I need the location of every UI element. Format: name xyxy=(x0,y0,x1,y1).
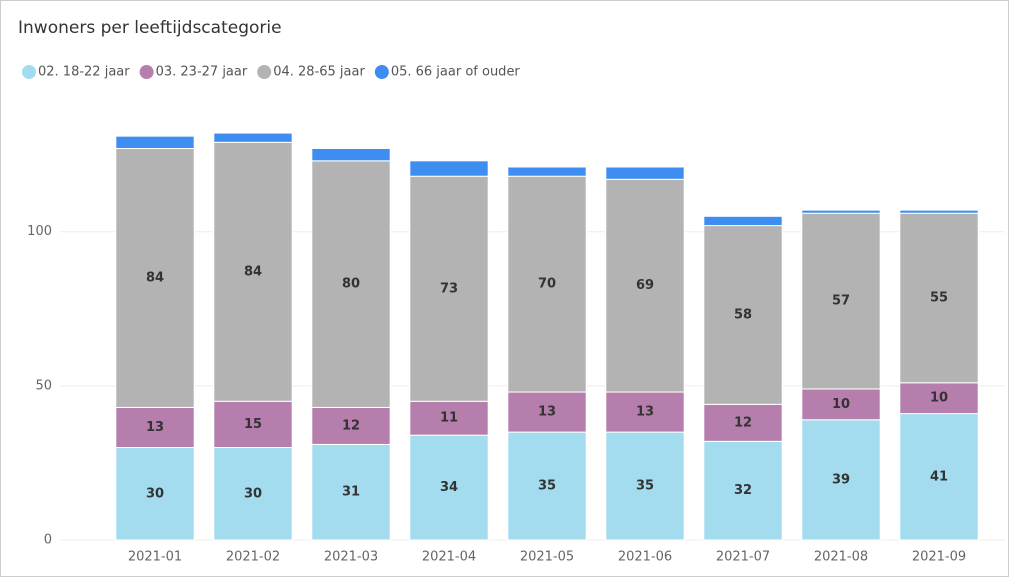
bar-segment xyxy=(115,135,195,149)
bar-segment xyxy=(507,175,587,393)
bar-segment xyxy=(703,225,783,405)
bar-segment xyxy=(409,434,489,541)
x-tick-label: 2021-07 xyxy=(716,550,770,565)
value-label: 84 xyxy=(146,270,164,285)
x-tick-label: 2021-08 xyxy=(814,550,868,565)
value-label: 13 xyxy=(636,405,654,420)
chart-title: Inwoners per leeftijdscategorie xyxy=(18,18,282,38)
bar-segment xyxy=(899,212,979,384)
x-tick-label: 2021-03 xyxy=(324,550,378,565)
value-label: 39 xyxy=(832,472,850,487)
bar-segment xyxy=(115,406,195,449)
value-label: 11 xyxy=(440,411,458,426)
bar-segment xyxy=(899,209,979,214)
legend-marker xyxy=(257,65,272,79)
value-label: 73 xyxy=(440,281,458,296)
bar-segment xyxy=(605,391,685,433)
value-label: 80 xyxy=(342,277,360,292)
y-tick-label: 100 xyxy=(27,224,52,239)
bar-segment xyxy=(311,443,391,541)
x-tick-label: 2021-02 xyxy=(226,550,280,565)
value-label: 57 xyxy=(832,294,850,309)
value-label: 15 xyxy=(244,417,262,432)
bar-segment xyxy=(801,419,881,541)
bar-segment xyxy=(801,209,881,214)
value-label: 55 xyxy=(930,291,948,306)
bar-segment xyxy=(409,160,489,177)
value-label: 31 xyxy=(342,485,360,500)
value-label: 35 xyxy=(636,479,654,494)
bar-segment xyxy=(507,391,587,433)
legend-label: 02. 18-22 jaar xyxy=(38,65,130,80)
value-label: 12 xyxy=(734,415,752,430)
bar-segment xyxy=(703,215,783,227)
value-label: 84 xyxy=(244,264,262,279)
x-tick-label: 2021-06 xyxy=(618,550,672,565)
bar-segment xyxy=(115,147,195,408)
bar-segment xyxy=(899,413,979,541)
value-label: 30 xyxy=(146,486,164,501)
legend-label: 04. 28-65 jaar xyxy=(273,65,365,80)
value-label: 58 xyxy=(734,307,752,322)
bar-segment xyxy=(213,400,293,449)
value-label: 10 xyxy=(832,397,850,412)
bar-segment xyxy=(507,431,587,541)
value-label: 32 xyxy=(734,483,752,498)
bar-segment xyxy=(605,178,685,393)
x-tick-label: 2021-05 xyxy=(520,550,574,565)
value-label: 13 xyxy=(146,420,164,435)
bar-segment xyxy=(801,388,881,421)
bar-segment xyxy=(409,175,489,402)
bar-segment xyxy=(311,160,391,408)
bar-segment xyxy=(507,166,587,177)
bar-segment xyxy=(605,431,685,541)
bar-segment xyxy=(605,166,685,180)
value-label: 34 xyxy=(440,480,458,495)
value-label: 69 xyxy=(636,278,654,293)
legend-marker xyxy=(139,65,154,79)
value-label: 12 xyxy=(342,418,360,433)
legend-label: 05. 66 jaar of ouder xyxy=(391,65,521,80)
bar-segment xyxy=(703,440,783,541)
bar-segment xyxy=(801,212,881,390)
value-label: 30 xyxy=(244,486,262,501)
bar-segment xyxy=(213,447,293,541)
legend-marker xyxy=(22,65,36,79)
y-tick-label: 0 xyxy=(44,533,52,548)
x-tick-label: 2021-01 xyxy=(128,550,182,565)
legend-marker xyxy=(374,65,389,79)
bar-segment xyxy=(409,400,489,436)
x-tick-label: 2021-09 xyxy=(912,550,966,565)
value-label: 41 xyxy=(930,469,948,484)
bar-segment xyxy=(311,147,391,162)
y-tick-label: 50 xyxy=(35,378,52,393)
bar-segment xyxy=(311,406,391,445)
value-label: 35 xyxy=(538,479,556,494)
value-label: 10 xyxy=(930,391,948,406)
value-label: 70 xyxy=(538,277,556,292)
value-label: 13 xyxy=(538,405,556,420)
x-tick-label: 2021-04 xyxy=(422,550,476,565)
bar-segment xyxy=(213,141,293,402)
bar-segment xyxy=(213,132,293,143)
legend-label: 03. 23-27 jaar xyxy=(156,65,248,80)
